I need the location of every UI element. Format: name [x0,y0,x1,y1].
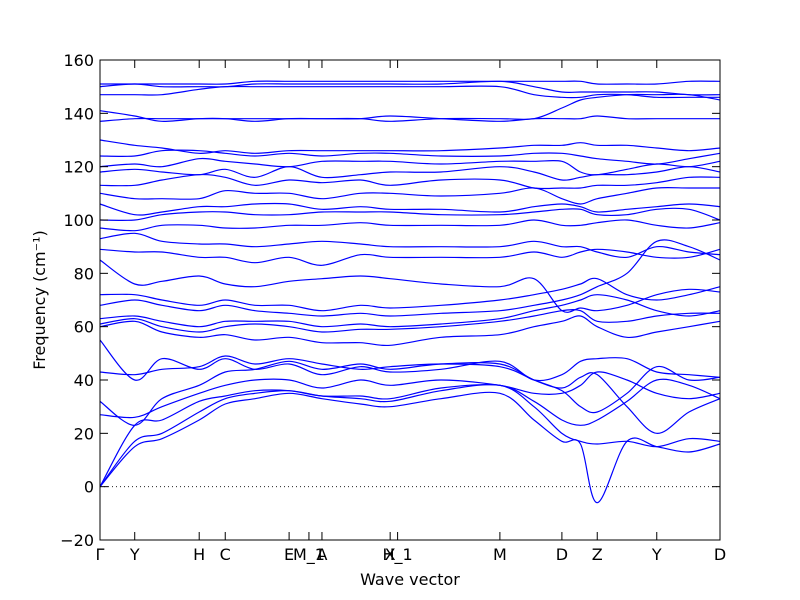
x-tick-label: Y [651,545,662,564]
band-line [99,207,721,221]
band-line [99,248,721,266]
band-line [99,309,721,333]
band-line [99,277,721,312]
band-line [99,80,721,96]
band-line [99,360,721,434]
band-line [99,315,721,347]
band-line [99,202,721,216]
y-axis-label: Frequency (cm⁻¹) [30,230,49,369]
y-tick-label: 60 [74,318,94,337]
y-tick-label: −20 [60,531,94,550]
x-tick-label: H [193,545,205,564]
band-line [99,139,721,154]
band-line [99,232,721,259]
y-tick-label: 100 [63,211,94,230]
y-tick-label: 20 [74,424,94,443]
band-line [99,339,721,382]
band-line [99,259,721,313]
band-line [99,384,721,488]
band-line [99,294,721,328]
x-tick-label: C [220,545,231,564]
x-tick-label: A [316,545,327,564]
plot-frame [99,59,721,541]
y-tick-label: 40 [74,371,94,390]
y-tick-label: 140 [63,104,94,123]
x-tick-label: D [714,545,726,564]
x-tick-label: Z [592,545,603,564]
band-line [99,219,721,232]
band-line [100,80,721,85]
x-tick-label: H_1 [382,545,412,565]
x-tick-label: M [493,545,507,564]
y-tick-label: 160 [63,51,94,70]
band-line [99,355,721,414]
band-line [99,85,720,99]
band-line [99,149,721,165]
y-tick-label: 0 [84,478,94,497]
x-tick-label: D [556,545,568,564]
x-tick-label: M_1 [293,545,325,565]
band-line [99,371,721,419]
y-tick-label: 120 [63,158,94,177]
x-tick-label: Γ [96,545,105,564]
x-tick-label: X [385,545,396,564]
x-tick-label: Y [129,545,140,564]
band-line [99,391,721,504]
x-axis-label: Wave vector [360,570,460,589]
band-line [99,166,721,181]
y-tick-label: 80 [74,264,94,283]
x-tick-label: E [284,545,294,564]
band-line [99,239,721,317]
band-line [99,187,720,205]
band-line [99,157,721,176]
